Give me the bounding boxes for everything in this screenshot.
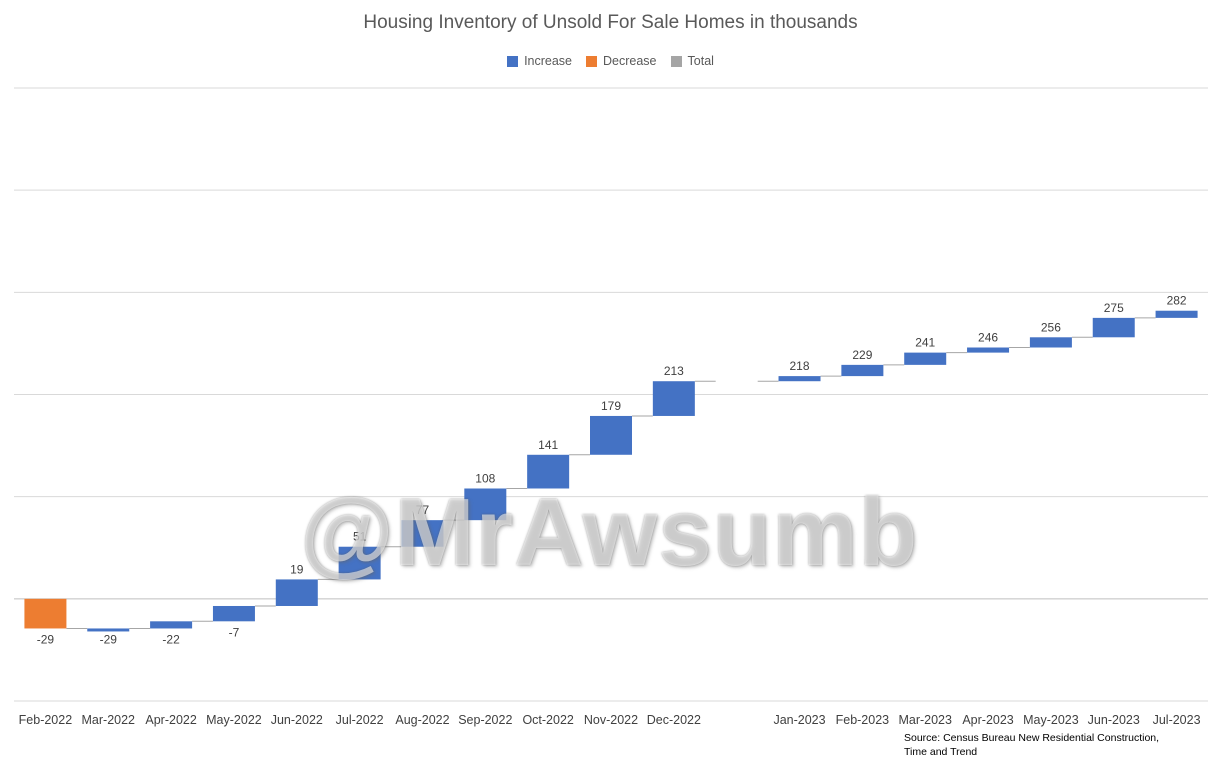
bar-may-2022 (212, 605, 255, 622)
bar-oct-2022 (527, 454, 570, 489)
data-label: 77 (416, 503, 430, 517)
bar-nov-2022 (590, 415, 632, 455)
x-tick-label: May-2023 (1023, 713, 1079, 727)
bar-jun-2022 (275, 579, 318, 606)
x-tick-label: Jun-2022 (271, 713, 323, 727)
legend-item-total[interactable]: Total (670, 54, 714, 68)
bar-dec-2022 (652, 381, 695, 416)
bar-mar-2022 (87, 628, 130, 632)
data-label: 19 (290, 562, 304, 576)
data-label: 179 (601, 399, 621, 413)
source-line-1: Source: Census Bureau New Residential Co… (904, 732, 1160, 744)
legend-item-increase[interactable]: Increase (507, 54, 572, 68)
bar-feb-2022 (24, 598, 67, 629)
legend-label-total: Total (687, 54, 714, 68)
data-label: 229 (852, 348, 872, 362)
x-tick-label: Mar-2022 (82, 713, 136, 727)
data-label: 275 (1104, 301, 1124, 315)
x-tick-label: Jul-2023 (1153, 713, 1201, 727)
x-tick-label: Jun-2023 (1088, 713, 1140, 727)
legend-swatch-decrease (586, 55, 598, 67)
x-tick-label: Feb-2022 (19, 713, 73, 727)
bar-jan-2023 (778, 376, 821, 382)
x-tick-label: Dec-2022 (647, 713, 701, 727)
bar-jun-2023 (1092, 317, 1135, 338)
x-tick-label: Mar-2023 (898, 713, 952, 727)
data-label: 241 (915, 336, 935, 350)
chart-title: Housing Inventory of Unsold For Sale Hom… (363, 12, 858, 33)
legend: Increase Decrease Total (0, 54, 1221, 68)
data-label: 213 (664, 364, 684, 378)
data-label: 218 (790, 359, 810, 373)
data-label: 141 (538, 438, 558, 452)
data-label: 51 (353, 530, 367, 544)
legend-swatch-increase (507, 55, 519, 67)
data-label: 108 (475, 471, 495, 485)
source-note: Source: Census Bureau New Residential Co… (904, 731, 1204, 759)
x-tick-label: May-2022 (206, 713, 262, 727)
x-tick-label: Sep-2022 (458, 713, 512, 727)
data-label: -29 (100, 632, 118, 646)
bar-mar-2023 (904, 352, 947, 365)
legend-item-decrease[interactable]: Decrease (586, 54, 657, 68)
data-label: -7 (229, 625, 240, 639)
data-label: -29 (37, 632, 55, 646)
legend-swatch-total (670, 55, 682, 67)
watermark: @MrAwsumb (300, 479, 919, 586)
x-tick-label: Apr-2022 (145, 713, 196, 727)
legend-label-decrease: Decrease (603, 54, 657, 68)
x-tick-label: Nov-2022 (584, 713, 638, 727)
data-label: 256 (1041, 320, 1061, 334)
x-tick-label: Aug-2022 (395, 713, 449, 727)
x-tick-label: Jan-2023 (773, 713, 825, 727)
data-label: -22 (162, 632, 180, 646)
bar-may-2023 (1029, 337, 1072, 348)
legend-label-increase: Increase (524, 54, 573, 68)
bar-jul-2023 (1155, 310, 1198, 318)
bar-apr-2022 (150, 621, 193, 629)
source-line-2: Time and Trend (904, 746, 978, 758)
x-tick-label: Jul-2022 (336, 713, 384, 727)
bar-jul-2022 (338, 546, 381, 580)
bar-sep-2022 (464, 488, 507, 521)
data-label: 246 (978, 331, 998, 345)
bar-apr-2023 (967, 347, 1010, 353)
bar-aug-2022 (401, 520, 444, 547)
data-label: 282 (1167, 294, 1187, 308)
bar-feb-2023 (841, 364, 884, 377)
x-tick-label: Oct-2022 (522, 713, 573, 727)
x-tick-label: Feb-2023 (836, 713, 890, 727)
x-tick-label: Apr-2023 (962, 713, 1013, 727)
